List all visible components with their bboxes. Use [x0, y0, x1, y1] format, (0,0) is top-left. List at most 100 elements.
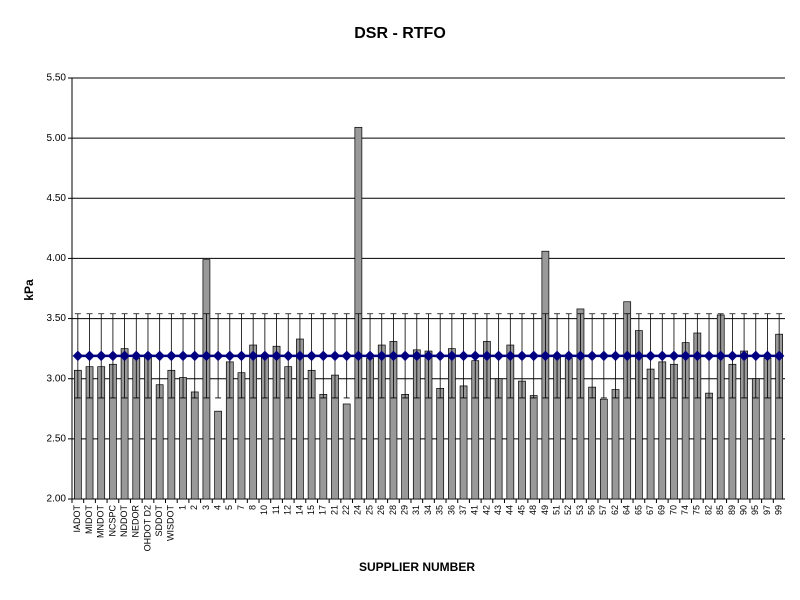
x-tick-label: 35 — [435, 505, 445, 515]
x-tick-label: 57 — [598, 505, 608, 515]
bar — [342, 403, 351, 500]
marker — [446, 350, 458, 362]
marker — [715, 350, 726, 362]
x-tick-label: 74 — [680, 505, 690, 515]
x-tick-label: MIDOT — [84, 505, 94, 534]
marker — [657, 350, 668, 362]
marker — [177, 350, 189, 362]
marker — [411, 350, 423, 362]
marker — [271, 350, 282, 362]
x-tick-label: IADOT — [72, 505, 82, 533]
marker — [96, 350, 107, 362]
marker — [107, 350, 119, 362]
x-tick-label: 42 — [481, 505, 491, 515]
marker — [423, 350, 434, 362]
marker — [72, 350, 84, 362]
x-tick-label: 25 — [364, 505, 374, 515]
marker — [493, 350, 504, 362]
x-tick-label: 34 — [423, 505, 433, 515]
x-tick-label: 31 — [411, 505, 421, 515]
marker — [692, 350, 703, 362]
marker — [458, 350, 469, 362]
y-tick-label: 4.00 — [47, 253, 67, 264]
x-tick-label: 62 — [610, 505, 620, 515]
x-tick-label: 7 — [236, 505, 246, 510]
bar — [155, 384, 164, 500]
x-tick-label: WISDOT — [166, 505, 176, 541]
x-axis-title: SUPPLIER NUMBER — [359, 560, 475, 574]
x-tick-label: 53 — [575, 505, 585, 515]
x-tick-label: 99 — [774, 505, 784, 515]
x-tick-label: 10 — [259, 505, 269, 515]
marker — [586, 350, 598, 362]
marker — [236, 350, 247, 362]
x-tick-label: NCSPC — [107, 505, 117, 537]
x-tick-label: 11 — [271, 505, 281, 514]
x-tick-label: 51 — [551, 505, 561, 515]
marker — [598, 350, 610, 362]
marker — [516, 350, 528, 362]
x-tick-label: 75 — [692, 505, 702, 515]
x-tick-label: 17 — [318, 505, 328, 515]
x-tick-label: 22 — [341, 505, 351, 515]
bar — [529, 395, 538, 500]
marker — [224, 350, 236, 362]
x-tick-label: 3 — [201, 505, 211, 510]
marker — [329, 350, 341, 362]
x-tick-label: 14 — [294, 505, 304, 515]
marker — [633, 350, 645, 362]
marker — [505, 350, 516, 362]
bar — [459, 385, 468, 500]
marker — [247, 350, 259, 362]
x-tick-label: 8 — [248, 505, 258, 510]
marker — [727, 350, 738, 362]
marker — [434, 350, 446, 362]
x-tick-label: 28 — [388, 505, 398, 515]
marker — [353, 350, 364, 362]
x-tick-label: 85 — [715, 505, 725, 515]
marker — [703, 350, 715, 362]
marker — [84, 350, 95, 362]
marker — [201, 350, 212, 362]
marker — [283, 350, 294, 362]
y-tick-label: 3.00 — [47, 373, 67, 384]
marker — [154, 350, 165, 362]
marker — [575, 350, 586, 362]
x-tick-label: 89 — [727, 505, 737, 515]
bar — [436, 387, 445, 500]
marker — [773, 350, 785, 362]
marker — [318, 350, 329, 362]
x-tick-label: 70 — [668, 505, 678, 515]
bar — [319, 394, 328, 500]
x-tick-label: 52 — [563, 505, 573, 515]
x-tick-label: 41 — [470, 505, 480, 515]
x-tick-label: 15 — [306, 505, 316, 515]
bar — [518, 380, 526, 500]
x-tick-label: SDDOT — [154, 504, 164, 536]
marker — [621, 350, 633, 362]
y-tick-label: 2.50 — [47, 433, 67, 444]
x-tick-label: 1 — [177, 505, 187, 510]
marker — [645, 350, 656, 362]
x-tick-label: NDDOT — [119, 505, 129, 537]
x-tick-label: 48 — [528, 505, 538, 515]
marker — [470, 350, 481, 362]
x-tick-label: 26 — [376, 505, 386, 515]
x-tick-label: 2 — [189, 505, 199, 510]
marker — [610, 350, 621, 362]
marker — [341, 350, 352, 362]
bar — [401, 394, 409, 500]
x-tick-label: 12 — [283, 505, 293, 515]
x-tick-label: 5 — [224, 505, 234, 510]
marker — [294, 350, 306, 362]
x-tick-label: 64 — [622, 505, 632, 515]
x-tick-label: 49 — [540, 505, 550, 515]
marker — [481, 350, 493, 362]
marker — [376, 350, 387, 362]
x-tick-label: 4 — [212, 505, 222, 510]
marker — [399, 350, 411, 362]
marker — [738, 350, 750, 362]
x-tick-label: NEDOR — [131, 505, 141, 538]
marker — [364, 350, 376, 362]
x-tick-label: 21 — [329, 505, 339, 515]
